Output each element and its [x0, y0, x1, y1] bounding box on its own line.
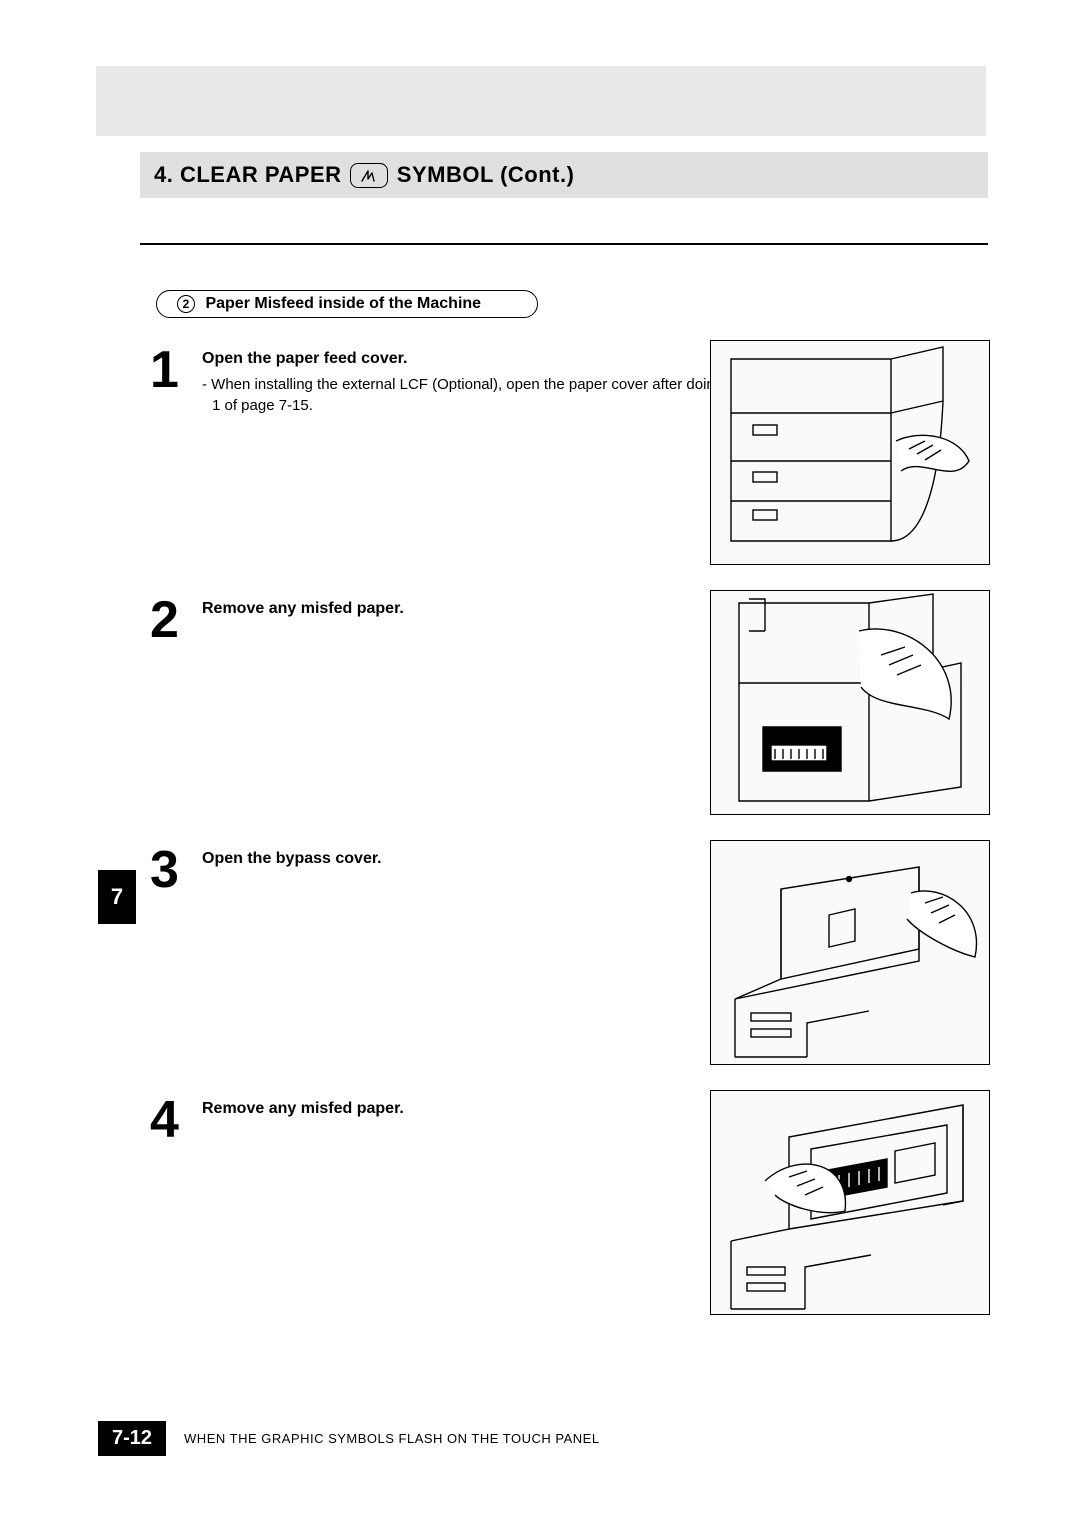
- subsection-label: Paper Misfeed inside of the Machine: [205, 295, 481, 312]
- chapter-tab: 7: [98, 870, 136, 924]
- step-number: 1: [150, 340, 179, 400]
- figure-step-4: [710, 1090, 990, 1315]
- figure-step-3: [710, 840, 990, 1065]
- section-title-suffix: SYMBOL (Cont.): [397, 162, 575, 187]
- page-number-badge: 7-12: [98, 1421, 166, 1456]
- step-1: 1 Open the paper feed cover. - When inst…: [150, 346, 760, 416]
- step-number: 3: [150, 840, 179, 900]
- step-number: 4: [150, 1090, 179, 1150]
- subsection-lozenge: 2 Paper Misfeed inside of the Machine: [156, 290, 538, 318]
- page-footer: 7-12 WHEN THE GRAPHIC SYMBOLS FLASH ON T…: [98, 1421, 600, 1456]
- figure-step-2: [710, 590, 990, 815]
- step-4: 4 Remove any misfed paper.: [150, 1096, 760, 1120]
- footer-text: WHEN THE GRAPHIC SYMBOLS FLASH ON THE TO…: [184, 1431, 600, 1446]
- step-heading: Remove any misfed paper.: [202, 1098, 760, 1120]
- chapter-number: 7: [111, 884, 123, 910]
- step-3: 3 Open the bypass cover.: [150, 846, 760, 870]
- top-margin-bar: [96, 66, 986, 136]
- title-divider: [140, 243, 988, 245]
- step-heading: Remove any misfed paper.: [202, 598, 760, 620]
- figure-step-1: [710, 340, 990, 565]
- step-number: 2: [150, 590, 179, 650]
- section-title-prefix: 4. CLEAR PAPER: [154, 162, 342, 187]
- step-note: - When installing the external LCF (Opti…: [202, 374, 760, 416]
- circled-number-icon: 2: [177, 295, 195, 313]
- step-heading: Open the bypass cover.: [202, 848, 760, 870]
- section-title-banner: 4. CLEAR PAPER SYMBOL (Cont.): [140, 152, 988, 198]
- step-heading: Open the paper feed cover.: [202, 348, 760, 370]
- step-2: 2 Remove any misfed paper.: [150, 596, 760, 620]
- paper-jam-icon: [350, 163, 388, 188]
